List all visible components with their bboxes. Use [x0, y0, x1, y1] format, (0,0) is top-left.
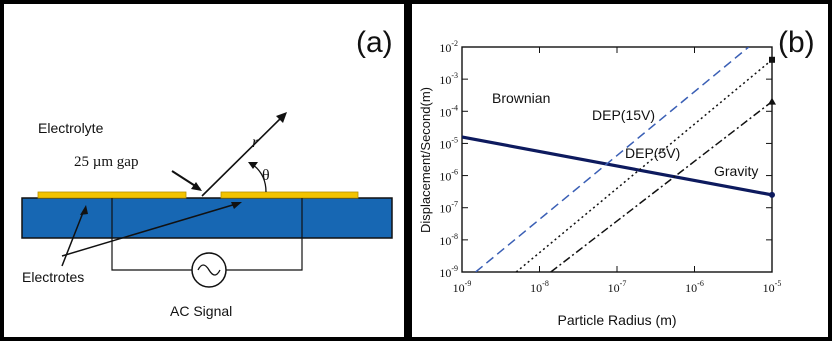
pointer-arrowhead-left [80, 205, 88, 215]
series-line-brownian [462, 135, 772, 197]
schematic-svg: (a) Electrolyte 25 µm gap r θ Electrotes… [21, 26, 393, 319]
series-line-dep15v [475, 47, 750, 272]
series-label-brownian: Brownian [492, 90, 550, 106]
panel-a-label: (a) [356, 26, 393, 59]
x-tick-label: 10-5 [763, 279, 782, 295]
plot-frame [461, 46, 773, 273]
y-tick-label: 10-8 [439, 232, 458, 248]
field-arrow [61, 203, 237, 257]
theta-arrowhead [248, 162, 258, 169]
y-tick-label: 10-3 [439, 71, 458, 87]
x-tick-label: 10-9 [453, 279, 472, 295]
x-axis-label: Particle Radius (m) [557, 312, 676, 328]
panel-b-label: (b) [778, 26, 815, 59]
ac-signal-label: AC Signal [170, 303, 232, 319]
y-axis: 10-9 10-8 10-7 10-6 10-5 10-4 10-3 10-2 [439, 39, 772, 280]
gap-label: 25 µm gap [74, 154, 138, 170]
dep5v-end-marker [769, 56, 775, 63]
electrolyte-label: Electrolyte [38, 120, 104, 136]
gap-arrowhead [191, 182, 202, 191]
theta-label: θ [262, 167, 270, 184]
brownian-end-marker [769, 191, 775, 198]
chart-svg: (b) 10-9 10-8 10-7 10-6 10-5 10-4 10-3 10-2 10-… [418, 26, 815, 328]
right-electrode [220, 191, 359, 199]
r-vector [201, 114, 285, 197]
electrodes-label: Electrotes [22, 269, 84, 285]
series-line-gravity [550, 101, 772, 272]
y-tick-label: 10-5 [439, 135, 458, 151]
r-arrowhead [276, 112, 287, 123]
y-tick-label: 10-2 [439, 39, 458, 55]
wire-left [111, 238, 192, 271]
chart-panel: (b) 10-9 10-8 10-7 10-6 10-5 10-4 10-3 10-2 10-… [412, 4, 828, 337]
y-axis-label: Displacement/Second(m) [418, 87, 433, 233]
series-line-dep5v [515, 59, 772, 272]
series-label-dep15v: DEP(15V) [592, 107, 655, 123]
schematic-panel: (a) Electrolyte 25 µm gap r θ Electrotes… [4, 4, 404, 337]
y-tick-label: 10-6 [439, 168, 458, 184]
r-label: r [252, 134, 259, 151]
y-tick-label: 10-4 [439, 103, 458, 119]
x-tick-label: 10-6 [685, 279, 704, 295]
wire-right [226, 238, 303, 271]
y-tick-label: 10-9 [439, 264, 458, 280]
substrate [21, 197, 393, 239]
y-tick-label: 10-7 [439, 200, 458, 216]
electrode-pointer-left [61, 209, 85, 267]
series-label-gravity: Gravity [714, 163, 758, 179]
field-arrowhead [231, 202, 242, 209]
series-label-dep5v: DEP(5V) [625, 145, 680, 161]
sine-wave-icon [197, 264, 221, 276]
left-electrode [37, 191, 187, 199]
series-group [462, 47, 776, 272]
x-tick-label: 10-8 [530, 279, 549, 295]
gravity-end-marker [768, 97, 776, 105]
x-tick-label: 10-7 [608, 279, 627, 295]
x-axis: 10-9 10-8 10-7 10-6 10-5 [453, 47, 782, 295]
